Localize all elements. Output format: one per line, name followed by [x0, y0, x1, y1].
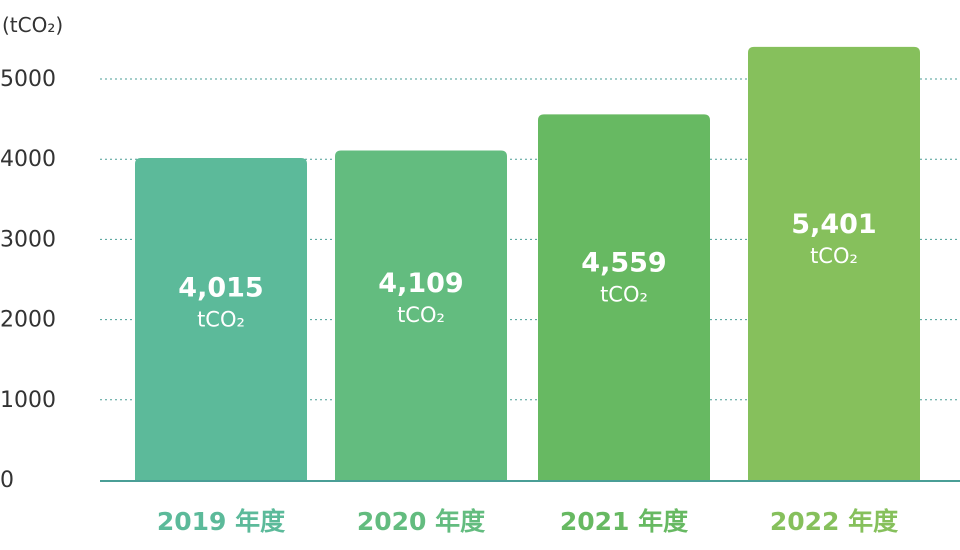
- y-tick-label: 3000: [0, 227, 56, 252]
- y-tick-label: 2000: [0, 308, 56, 333]
- x-category-label: 2019 年度: [157, 507, 285, 536]
- bar: [748, 46, 920, 480]
- y-tick-label: 5000: [0, 67, 56, 92]
- x-category-label: 2022 年度: [770, 507, 898, 536]
- bar-labels: 4,015 tCO₂ 4,109 tCO₂ 4,559 tCO₂ 5,401 tCO₂: [178, 209, 876, 331]
- y-axis-unit-label: (tCO₂): [2, 13, 63, 37]
- bar: [538, 114, 710, 481]
- bar-value-label: 4,109: [378, 268, 463, 299]
- y-tick-label: 4000: [0, 147, 56, 172]
- x-category-label: 2020 年度: [357, 507, 485, 536]
- bar-unit-label: tCO₂: [810, 244, 858, 268]
- bar-unit-label: tCO₂: [197, 307, 245, 331]
- bar-value-label: 4,015: [178, 272, 263, 303]
- bar: [135, 157, 307, 480]
- bars: [135, 46, 920, 481]
- y-axis: 0 1000 2000 3000 4000 5000: [0, 67, 56, 493]
- bar: [335, 150, 507, 481]
- bar-unit-label: tCO₂: [397, 303, 445, 327]
- bar-value-label: 4,559: [581, 248, 666, 279]
- x-axis: 2019 年度 2020 年度 2021 年度 2022 年度: [157, 507, 898, 536]
- y-tick-label: 1000: [0, 388, 56, 413]
- y-tick-label: 0: [0, 468, 14, 493]
- bar-unit-label: tCO₂: [600, 283, 648, 307]
- x-category-label: 2021 年度: [560, 507, 688, 536]
- bar-value-label: 5,401: [791, 209, 876, 240]
